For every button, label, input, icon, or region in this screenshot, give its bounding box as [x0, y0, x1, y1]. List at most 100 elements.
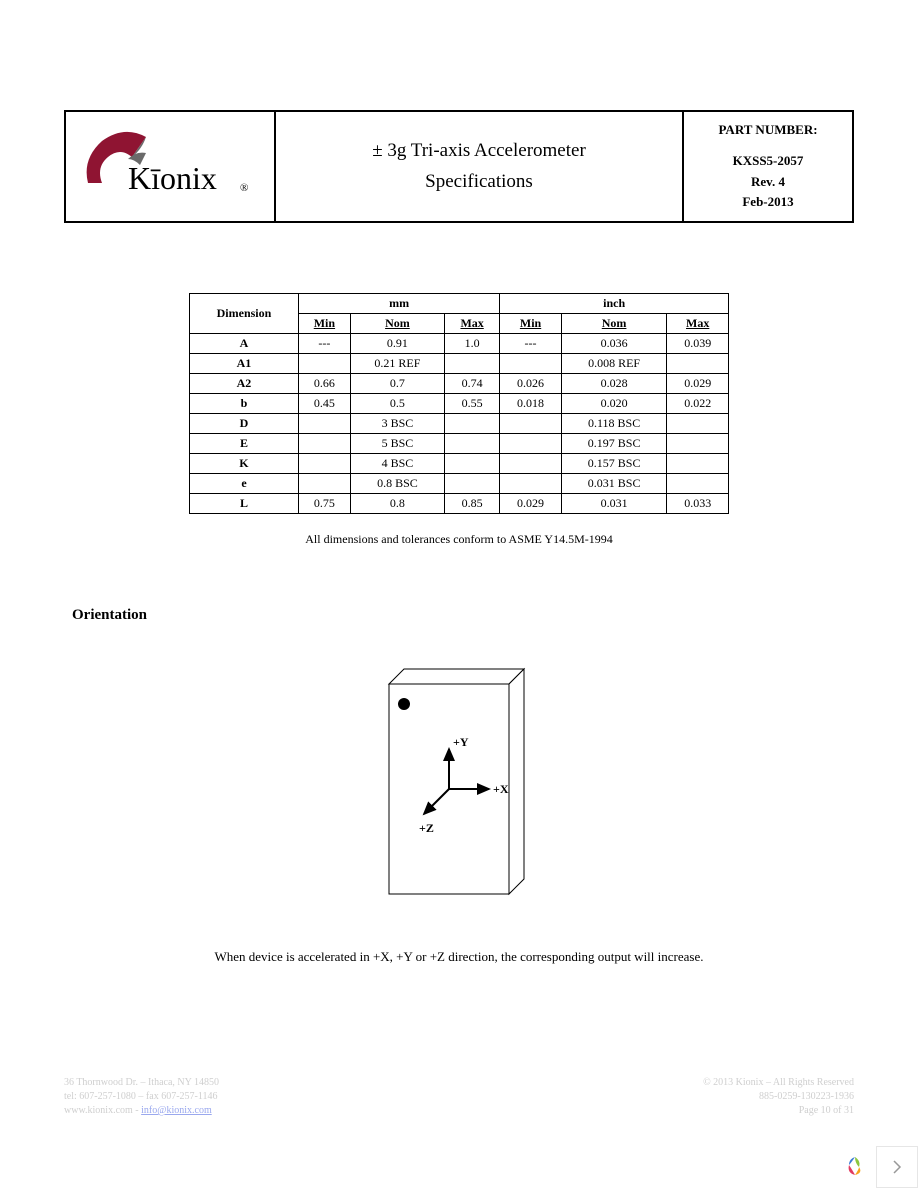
mm-nom: 4 BSC: [350, 454, 444, 474]
part-number-label: PART NUMBER:: [690, 120, 846, 141]
in-nom: 0.197 BSC: [561, 434, 667, 454]
col-mm: mm: [298, 294, 499, 314]
app-icon[interactable]: [834, 1146, 876, 1188]
table-row: b0.450.50.550.0180.0200.022: [190, 394, 729, 414]
in-nom: 0.157 BSC: [561, 454, 667, 474]
table-row: A10.21 REF0.008 REF: [190, 354, 729, 374]
mm-nom: 0.91: [350, 334, 444, 354]
in-nom: 0.028: [561, 374, 667, 394]
dim-label: D: [190, 414, 299, 434]
in-nom: 0.008 REF: [561, 354, 667, 374]
mm-max: [444, 434, 499, 454]
in-max: [667, 354, 729, 374]
col-dimension: Dimension: [190, 294, 299, 334]
in-min: [500, 354, 562, 374]
date: Feb-2013: [690, 192, 846, 213]
next-page-button[interactable]: [876, 1146, 918, 1188]
mm-max: 1.0: [444, 334, 499, 354]
part-number-cell: PART NUMBER: KXSS5-2057 Rev. 4 Feb-2013: [683, 111, 853, 222]
title-line-1: ± 3g Tri-axis Accelerometer: [282, 136, 676, 166]
in-max: 0.033: [667, 494, 729, 514]
mm-nom: 0.21 REF: [350, 354, 444, 374]
in-nom: 0.031: [561, 494, 667, 514]
in-min: ---: [500, 334, 562, 354]
mm-max: [444, 354, 499, 374]
mm-min: 0.45: [298, 394, 350, 414]
table-row: e 0.8 BSC 0.031 BSC: [190, 474, 729, 494]
mm-max: [444, 414, 499, 434]
in-max: 0.029: [667, 374, 729, 394]
axis-x-label: +X: [493, 782, 509, 796]
dim-label: E: [190, 434, 299, 454]
mm-nom: 0.5: [350, 394, 444, 414]
mm-nom: 5 BSC: [350, 434, 444, 454]
dimension-table: Dimension mm inch Min Nom Max Min Nom Ma…: [189, 293, 729, 514]
in-max: [667, 434, 729, 454]
mm-nom: 0.8 BSC: [350, 474, 444, 494]
in-max: [667, 474, 729, 494]
in-max: 0.039: [667, 334, 729, 354]
orientation-heading: Orientation: [72, 607, 854, 624]
mm-nom: 0.7: [350, 374, 444, 394]
col-mm-max: Max: [444, 314, 499, 334]
page-nav-widget: [834, 1146, 918, 1188]
footer-copyright: © 2013 Kionix – All Rights Reserved: [703, 1076, 854, 1090]
dim-label: K: [190, 454, 299, 474]
mm-min: ---: [298, 334, 350, 354]
col-mm-min: Min: [298, 314, 350, 334]
table-row: K 4 BSC 0.157 BSC: [190, 454, 729, 474]
in-min: 0.018: [500, 394, 562, 414]
mm-max: 0.55: [444, 394, 499, 414]
footer-web: www.kionix.com -: [64, 1105, 139, 1116]
footer-docnum: 885-0259-130223-1936: [703, 1090, 854, 1104]
footer-address: 36 Thornwood Dr. – Ithaca, NY 14850: [64, 1076, 219, 1090]
table-row: A20.660.70.740.0260.0280.029: [190, 374, 729, 394]
mm-max: [444, 474, 499, 494]
logo-cell: Kīonix ®: [65, 111, 275, 222]
document-header: Kīonix ® ± 3g Tri-axis Accelerometer Spe…: [64, 110, 854, 223]
mm-min: 0.66: [298, 374, 350, 394]
table-row: E 5 BSC 0.197 BSC: [190, 434, 729, 454]
col-inch: inch: [500, 294, 729, 314]
kionix-logo: Kīonix ®: [80, 129, 260, 205]
in-min: 0.029: [500, 494, 562, 514]
in-max: 0.022: [667, 394, 729, 414]
col-in-max: Max: [667, 314, 729, 334]
conform-note: All dimensions and tolerances conform to…: [189, 532, 729, 547]
table-row: A---0.911.0---0.0360.039: [190, 334, 729, 354]
title-line-2: Specifications: [282, 167, 676, 197]
table-row: D3 BSC0.118 BSC: [190, 414, 729, 434]
in-min: [500, 454, 562, 474]
in-min: [500, 434, 562, 454]
mm-nom: 3 BSC: [350, 414, 444, 434]
pin1-dot: [398, 698, 410, 710]
orientation-note: When device is accelerated in +X, +Y or …: [124, 949, 794, 965]
mm-min: [298, 354, 350, 374]
in-min: [500, 414, 562, 434]
mm-max: 0.85: [444, 494, 499, 514]
mm-max: 0.74: [444, 374, 499, 394]
svg-text:Kīonix: Kīonix: [128, 160, 217, 196]
in-nom: 0.031 BSC: [561, 474, 667, 494]
document-title-cell: ± 3g Tri-axis Accelerometer Specificatio…: [275, 111, 683, 222]
table-row: L0.750.80.850.0290.0310.033: [190, 494, 729, 514]
in-nom: 0.036: [561, 334, 667, 354]
mm-min: [298, 434, 350, 454]
orientation-figure: +Y +X +Z: [359, 654, 559, 919]
in-max: [667, 454, 729, 474]
dim-label: e: [190, 474, 299, 494]
part-number: KXSS5-2057: [690, 151, 846, 172]
footer-email-link[interactable]: info@kionix.com: [141, 1105, 212, 1116]
col-mm-nom: Nom: [350, 314, 444, 334]
axis-z-label: +Z: [419, 821, 434, 835]
dim-label: A: [190, 334, 299, 354]
svg-text:®: ®: [240, 182, 248, 194]
footer-tel: tel: 607-257-1080 – fax 607-257-1146: [64, 1090, 219, 1104]
col-in-nom: Nom: [561, 314, 667, 334]
mm-min: [298, 474, 350, 494]
revision: Rev. 4: [690, 172, 846, 193]
mm-min: [298, 454, 350, 474]
in-min: [500, 474, 562, 494]
in-max: [667, 414, 729, 434]
dim-label: A2: [190, 374, 299, 394]
